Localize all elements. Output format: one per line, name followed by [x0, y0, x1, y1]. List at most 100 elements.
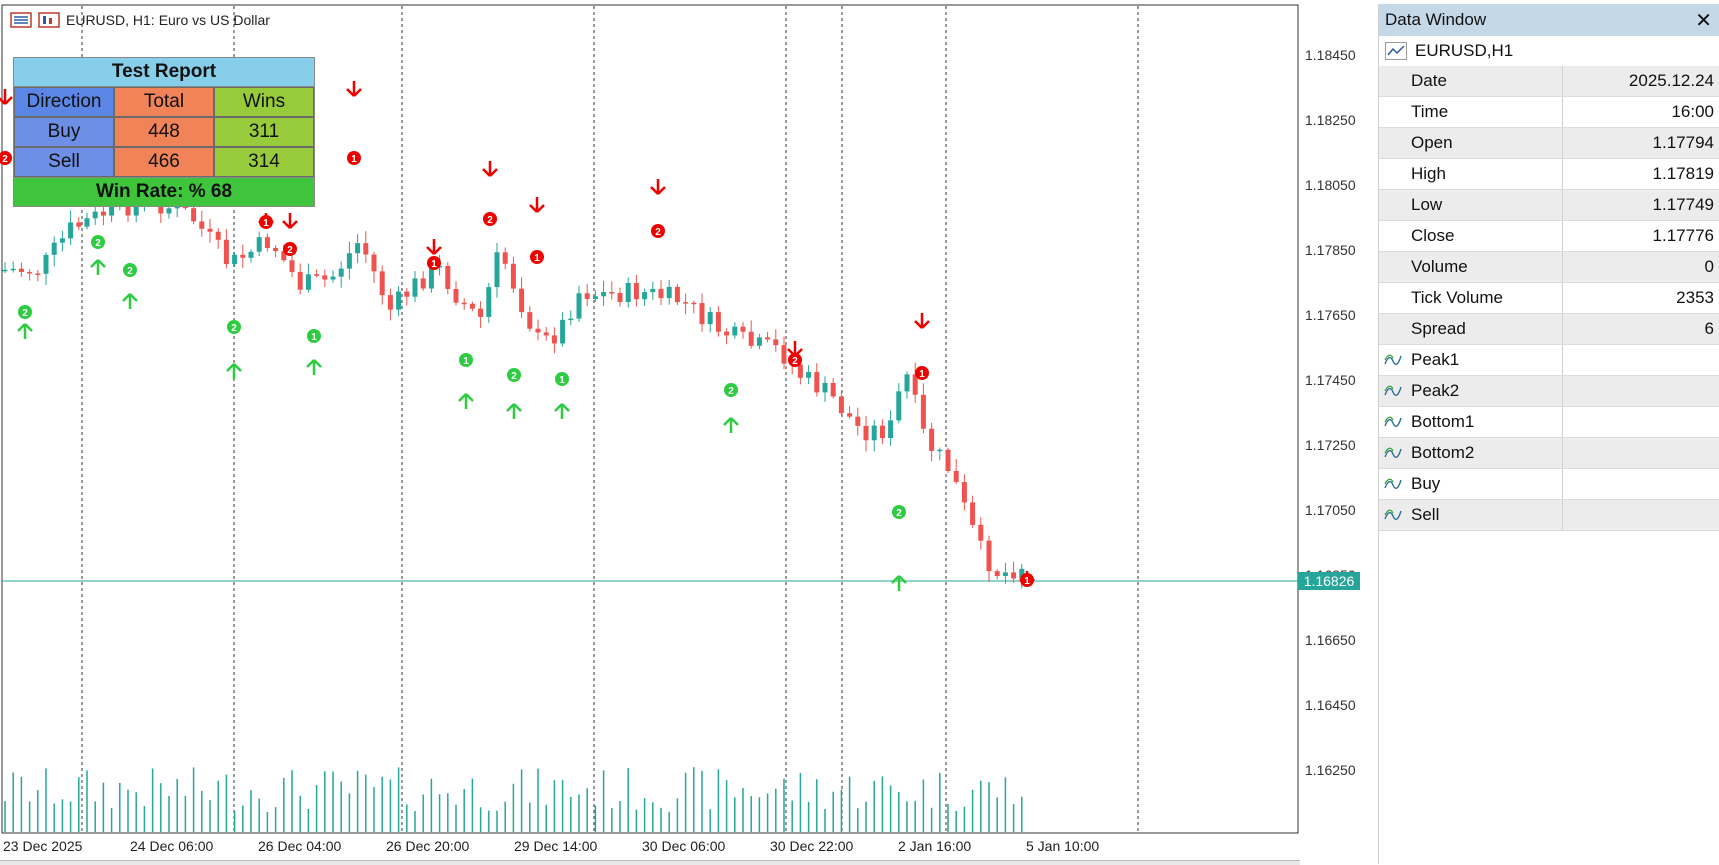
- sell-arrow: [346, 81, 362, 97]
- buy-arrow: [554, 403, 570, 419]
- sell-circle-marker: [347, 151, 361, 165]
- candle-body: [281, 251, 287, 261]
- buy-arrow: [122, 293, 138, 309]
- candle-body: [666, 286, 672, 299]
- candle-body: [592, 296, 598, 299]
- time-tick-label: 24 Dec 06:00: [130, 838, 214, 854]
- indicator-value: [1563, 469, 1719, 499]
- candle-body: [814, 372, 820, 393]
- sell-circle-marker: [788, 353, 802, 367]
- data-row-tick-volume: Tick Volume 2353: [1379, 283, 1719, 314]
- candle-body: [674, 286, 680, 303]
- candle-body: [929, 428, 935, 451]
- sell-circle-marker: [0, 151, 12, 165]
- time-tick-label: 2 Jan 16:00: [898, 838, 972, 854]
- candle-body: [84, 218, 90, 227]
- sell-signal-label: 2: [487, 215, 493, 226]
- indicator-row-bottom2: Bottom2: [1379, 438, 1719, 469]
- sell-signal-label: 2: [655, 227, 661, 238]
- data-row-value: 1.17776: [1652, 226, 1714, 245]
- chart-area[interactable]: 2 2 2 2 1 1 2 1 2 2 2 1 1 2 1 2 1 2 2 1 1 EURUSD, H1: Euro v…: [0, 0, 1300, 864]
- candle-body: [847, 413, 853, 417]
- data-row-label: Low: [1379, 190, 1563, 220]
- candle-body: [43, 254, 49, 274]
- data-window: Data Window ✕ EURUSD,H1 Date 2025.12.24 Ti…: [1378, 4, 1719, 864]
- candle-body: [191, 208, 197, 222]
- candle-body: [240, 254, 246, 258]
- candle-body: [888, 420, 894, 439]
- candle-body: [584, 293, 590, 299]
- price-tick-label: 1.17850: [1305, 242, 1356, 258]
- price-tick-label: 1.17450: [1305, 372, 1356, 388]
- data-row-date: Date 2025.12.24: [1379, 66, 1719, 97]
- sell-signal-label: 1: [351, 154, 357, 165]
- report-row-sell: Sell 466 314: [14, 147, 314, 177]
- data-row-low: Low 1.17749: [1379, 190, 1719, 221]
- report-row-buy: Buy 448 311: [14, 117, 314, 147]
- candle-body: [420, 278, 426, 289]
- chart-description: Euro vs US Dollar: [158, 12, 270, 28]
- candle-body: [223, 239, 229, 265]
- candle-body: [879, 425, 885, 439]
- buy-circle-marker: [307, 329, 321, 343]
- chart-type-icon[interactable]: [38, 12, 60, 28]
- candle-body: [297, 271, 303, 290]
- buy-signal-label: 2: [728, 386, 734, 397]
- sell-signal-label: 2: [287, 245, 293, 256]
- candle-body: [871, 425, 877, 441]
- candle-body: [338, 268, 344, 277]
- indicator-label: Buy: [1379, 469, 1563, 499]
- candle-body: [2, 269, 8, 272]
- sell-arrow: [426, 239, 442, 255]
- indicator-label: Sell: [1379, 500, 1563, 530]
- candle-body: [1011, 572, 1017, 579]
- buy-signal-label: 1: [559, 375, 565, 386]
- close-icon[interactable]: ✕: [1695, 9, 1712, 32]
- line-chart-icon: [1385, 42, 1407, 60]
- time-tick-label: 23 Dec 2025: [3, 838, 83, 854]
- indicator-label: Peak2: [1379, 376, 1563, 406]
- sell-signal-label: 1: [263, 218, 269, 229]
- buy-signal-label: 2: [127, 266, 133, 277]
- candle-body: [535, 328, 541, 333]
- sell-circle-marker: [427, 256, 441, 270]
- menu-icon[interactable]: [10, 12, 32, 28]
- buy-arrow: [17, 323, 33, 339]
- candle-body: [625, 283, 631, 303]
- indicator-name: Buy: [1411, 474, 1441, 493]
- candle-body: [707, 312, 713, 325]
- sell-wins: 314: [214, 147, 314, 177]
- candle-body: [478, 308, 484, 317]
- sell-signal-label: 1: [431, 259, 437, 270]
- candle-body: [1002, 572, 1008, 576]
- price-tick-label: 1.17050: [1305, 502, 1356, 518]
- chart-tabs-bar[interactable]: [0, 860, 1300, 865]
- price-chart[interactable]: 2 2 2 2 1 1 2 1 2 2 2 1 1 2 1 2 1 2 2 1 1: [0, 0, 1300, 864]
- data-row-value: 1.17794: [1652, 133, 1714, 152]
- candle-body: [937, 449, 943, 452]
- candle-body: [35, 273, 41, 275]
- data-row-value: 6: [1704, 319, 1714, 338]
- indicator-label: Peak1: [1379, 345, 1563, 375]
- candle-body: [994, 571, 1000, 576]
- data-row-value: 2353: [1676, 288, 1714, 307]
- candle-body: [822, 382, 828, 393]
- win-rate: Win Rate: % 68: [14, 177, 314, 206]
- data-row-label: Tick Volume: [1379, 283, 1563, 313]
- candle-body: [494, 252, 500, 288]
- sell-arrow: [482, 161, 498, 177]
- candle-body: [732, 326, 738, 336]
- indicator-name: Bottom1: [1411, 412, 1475, 431]
- candle-body: [920, 394, 926, 429]
- sell-arrow: [650, 179, 666, 195]
- candle-body: [92, 211, 98, 219]
- candle-body: [199, 221, 205, 229]
- indicator-value: [1563, 500, 1719, 530]
- indicator-name: Peak2: [1411, 381, 1460, 400]
- candle-body: [387, 295, 393, 310]
- candle-body: [18, 268, 24, 272]
- data-row-close: Close 1.17776: [1379, 221, 1719, 252]
- candle-body: [863, 425, 869, 441]
- sell-circle-marker: [915, 366, 929, 380]
- buy-signal-label: 2: [896, 508, 902, 519]
